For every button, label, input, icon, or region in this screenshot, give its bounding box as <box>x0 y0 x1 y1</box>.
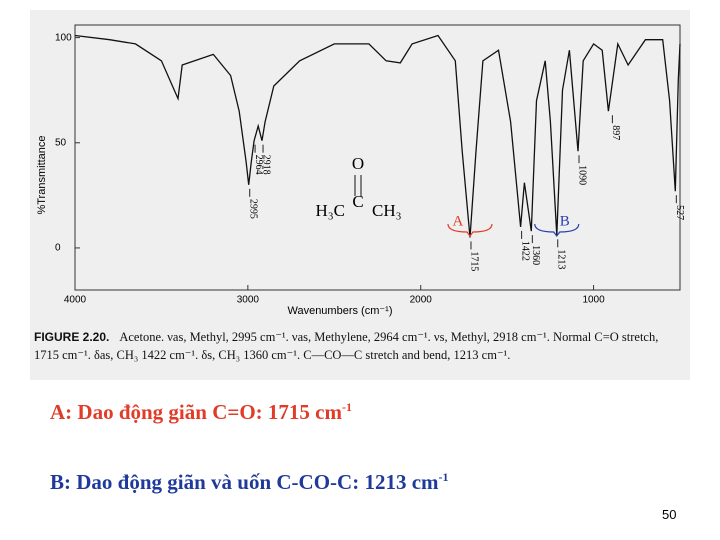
peak-label: 2995 <box>247 199 258 219</box>
note-b-text: B: Dao động giãn và uốn C-CO-C: 1213 cm <box>50 470 439 494</box>
spectrum-line <box>74 34 681 238</box>
note-a-sup: -1 <box>341 400 352 414</box>
peak-label: 1360 <box>530 245 541 265</box>
marker-bracket <box>534 223 580 237</box>
peak-label: 1422 <box>519 241 530 261</box>
structure-left: H₃C <box>315 201 345 220</box>
x-axis-title: Wavenumbers (cm⁻¹) <box>287 305 392 317</box>
peak-label: 1213 <box>555 249 566 269</box>
note-b-sup: -1 <box>438 470 449 484</box>
marker-label: A <box>453 213 464 229</box>
x-tick-label: 2000 <box>410 295 433 306</box>
caption-text: Acetone. νas, Methyl, 2995 cm⁻¹. νas, Me… <box>34 330 659 362</box>
marker-bracket <box>447 223 493 237</box>
peak-label: 1715 <box>469 251 480 271</box>
figure-background <box>30 10 690 380</box>
note-a: A: Dao động giãn C=O: 1715 cm-1 <box>50 400 352 425</box>
caption: FIGURE 2.20. Acetone. νas, Methyl, 2995 c… <box>34 328 674 364</box>
x-tick-label: 4000 <box>64 295 87 306</box>
x-tick-label: 1000 <box>582 295 605 306</box>
peak-label: 897 <box>610 125 621 140</box>
peak-label: 527 <box>674 205 685 220</box>
structure-right: CH₃ <box>372 201 402 220</box>
structure-c: C <box>352 192 363 211</box>
y-axis-title: %Transmittance <box>36 135 48 214</box>
y-tick-label: 50 <box>55 137 67 148</box>
peak-label: 1090 <box>577 165 588 185</box>
page-number: 50 <box>662 507 677 522</box>
plot-frame <box>74 24 681 291</box>
peak-label: 2964 <box>253 155 264 175</box>
y-tick-label: 0 <box>55 243 61 254</box>
caption-label: FIGURE 2.20. <box>34 330 110 344</box>
note-a-text: A: Dao động giãn C=O: 1715 cm <box>50 400 342 424</box>
note-b: B: Dao động giãn và uốn C-CO-C: 1213 cm-… <box>50 470 449 495</box>
x-tick-label: 3000 <box>237 295 260 306</box>
peak-label: 2918 <box>261 155 272 175</box>
marker-label: B <box>560 213 570 229</box>
y-tick-label: 100 <box>55 32 72 43</box>
structure-o: O <box>352 154 364 173</box>
